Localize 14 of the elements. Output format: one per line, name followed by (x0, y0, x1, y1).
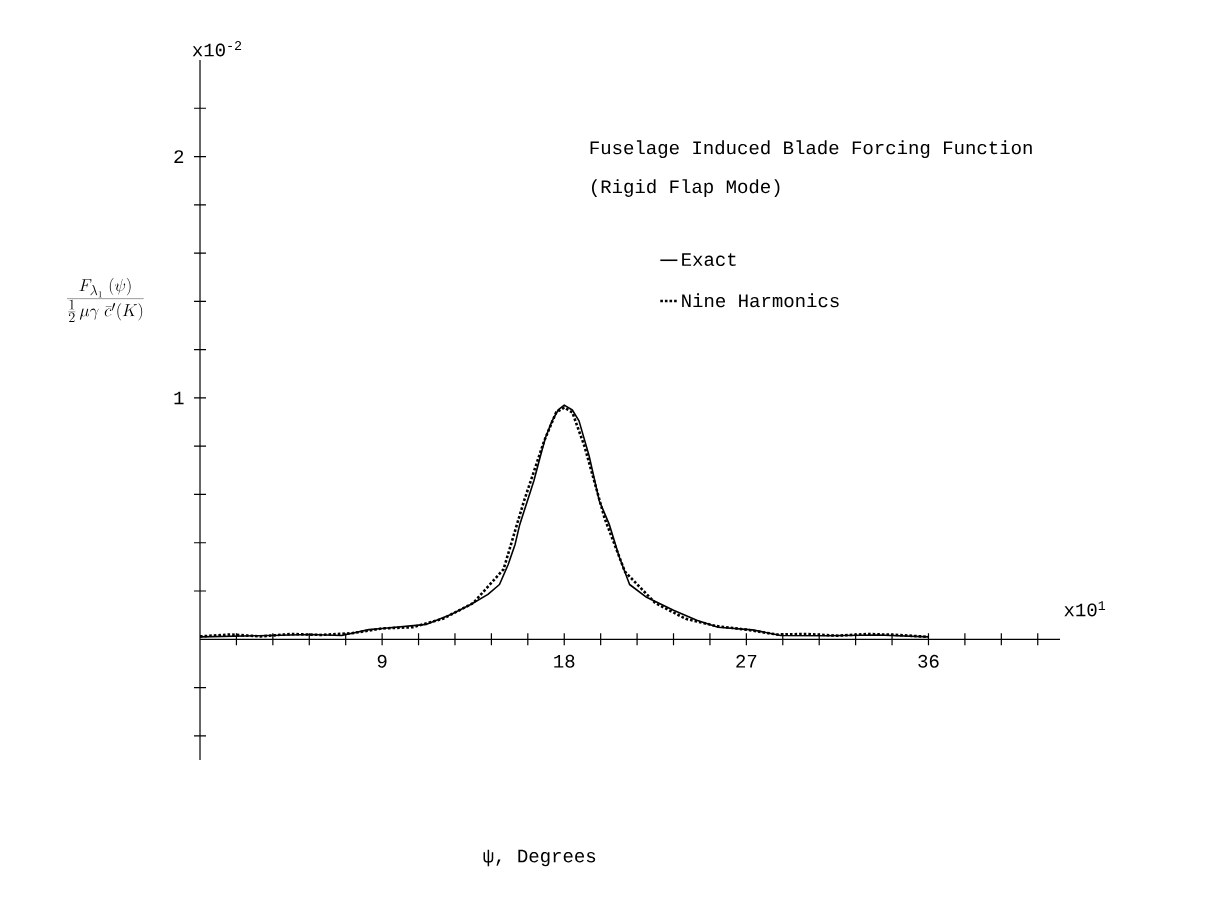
y-axis-title: $\frac{F_{\lambda_1}\;(\psi)}{\frac{1}{2}\,\mu\gamma\;\bar{c}'(K)}$ (67, 278, 144, 323)
y-tick-label: 1 (174, 391, 184, 405)
x-tick-label: 18 (554, 654, 575, 668)
text: x10$^{-2}$ (192, 41, 242, 57)
x-tick-label: 36 (918, 654, 939, 668)
legend-label: Nine Harmonics (682, 293, 839, 308)
x-tick-label: 9 (377, 654, 387, 668)
text: x10$^{1}$ (1064, 601, 1106, 617)
text: Fuselage Induced Blade Forcing Function (590, 140, 1032, 159)
text: (Rigid Flap Mode) (591, 179, 780, 197)
legend-label: Exact (682, 253, 736, 267)
y-tick-label: 2 (174, 150, 184, 163)
x-tick-label: 27 (736, 654, 757, 668)
x-axis-title: ψ, Degrees (483, 849, 596, 867)
